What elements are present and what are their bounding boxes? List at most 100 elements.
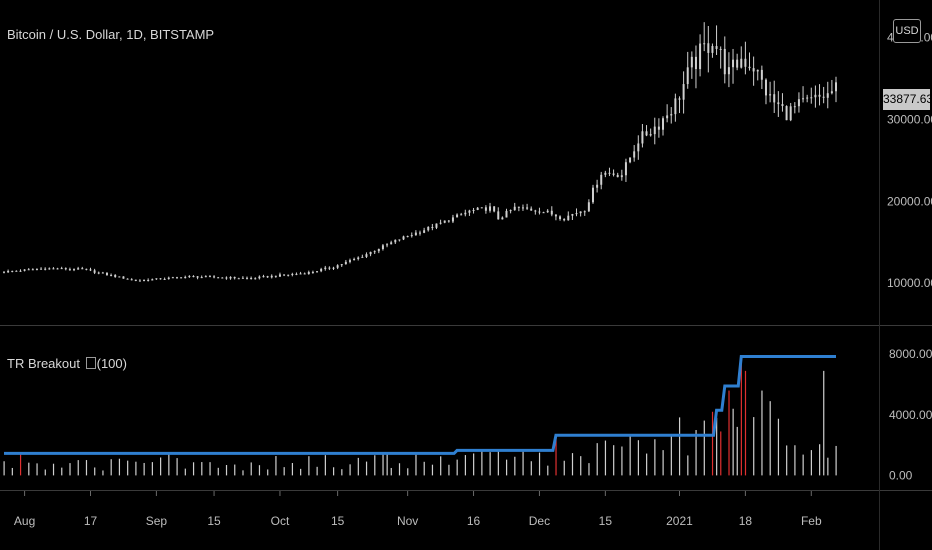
candle-body [419,232,421,234]
tr-bar [225,465,228,476]
candle-body [266,276,269,278]
candle-body [398,239,401,241]
candle-body [653,126,656,135]
candle-body [814,94,817,98]
tr-bar [386,452,388,476]
tr-bar [720,431,722,476]
tr-bar [629,436,631,476]
tr-bar [736,426,738,476]
candle-body [241,277,244,279]
tr-bar [19,454,22,476]
candle-body [575,213,578,215]
candle-body [353,259,356,261]
candle-body [340,264,343,266]
candle-body [604,172,607,175]
time-tick-label: 15 [599,514,613,528]
tr-bar [596,443,598,476]
candle-body [777,102,780,105]
candle-body [472,209,475,211]
candle-body [559,216,562,220]
tr-bar [242,470,244,476]
tr-bar [300,468,302,476]
candle-body [81,268,84,270]
candle-body [563,219,566,221]
candle-body [678,98,681,100]
candle-body [596,184,599,188]
time-tick-label: Dec [529,514,550,528]
candle-body [600,174,603,185]
time-tick-label: Nov [397,514,418,528]
tr-bar [201,462,203,476]
candle-body [307,272,310,274]
candle-body [60,268,63,270]
candle-body [736,59,739,68]
tr-bar [777,418,780,476]
tr-bar [192,462,195,476]
candle-body [530,208,533,211]
tr-bar [168,454,170,476]
tr-bar [275,456,277,476]
candle-body [624,162,627,176]
candle-body [233,276,236,279]
candle-body [40,268,43,270]
tr-bar [431,464,434,476]
tr-bar [143,462,145,476]
tr-bar [654,439,656,476]
tr-bar [604,440,607,476]
tr-bar [316,466,318,476]
tr-bar [135,461,137,476]
time-axis: Aug 17 Sep 15 Oct 15 Nov 16 Dec 15 2021 18 Feb [14,491,822,528]
candle-body [699,43,702,70]
candle-body [443,220,446,223]
tr-bar [505,459,508,476]
candle-body [451,217,454,222]
tr-bar [176,458,178,476]
tr-bar [407,468,409,476]
tr-bar [283,467,285,476]
time-tick-label: Sep [146,514,168,528]
candle-body [764,79,767,96]
candle-body [143,279,146,281]
candle-body [810,97,813,99]
candle-body [612,173,615,175]
candle-body [274,275,277,277]
candle-body [732,59,735,68]
candle-body [513,206,516,211]
tr-bar [448,464,450,476]
candle-body [822,96,825,98]
candle-body [460,214,463,216]
candle-body [476,207,479,210]
candle-body [381,245,384,250]
tr-bar [267,469,269,476]
candle-body [147,279,150,281]
candle-body [802,98,805,100]
currency-button[interactable]: USD [893,19,921,43]
indicator-legend[interactable]: TR Breakout (100) [7,356,127,371]
candle-body [246,277,249,279]
candle-body [114,274,117,277]
candle-body [620,175,623,178]
tr-bar [324,455,326,476]
tr-bar [563,460,565,476]
candle-body [410,235,413,237]
candle-body [414,232,417,236]
tr-bar [802,454,804,476]
tr-bar [118,458,121,476]
candle-body [159,278,162,280]
candle-body [497,211,500,220]
candle-body [221,277,224,279]
candle-body [756,69,759,72]
tr-bar [151,462,153,476]
candle-body [348,260,351,262]
candle-body [31,269,34,271]
candle-body [670,114,673,116]
tr-bar [440,456,442,476]
candle-body [703,43,706,45]
indicator-info-icon[interactable] [85,357,96,369]
tr-bar [456,459,458,476]
candle-body [171,277,174,279]
candle-body [493,206,496,212]
price-axis: 10000.0020000.0030000.0040000.00 [887,31,932,290]
candle-body [48,268,51,270]
